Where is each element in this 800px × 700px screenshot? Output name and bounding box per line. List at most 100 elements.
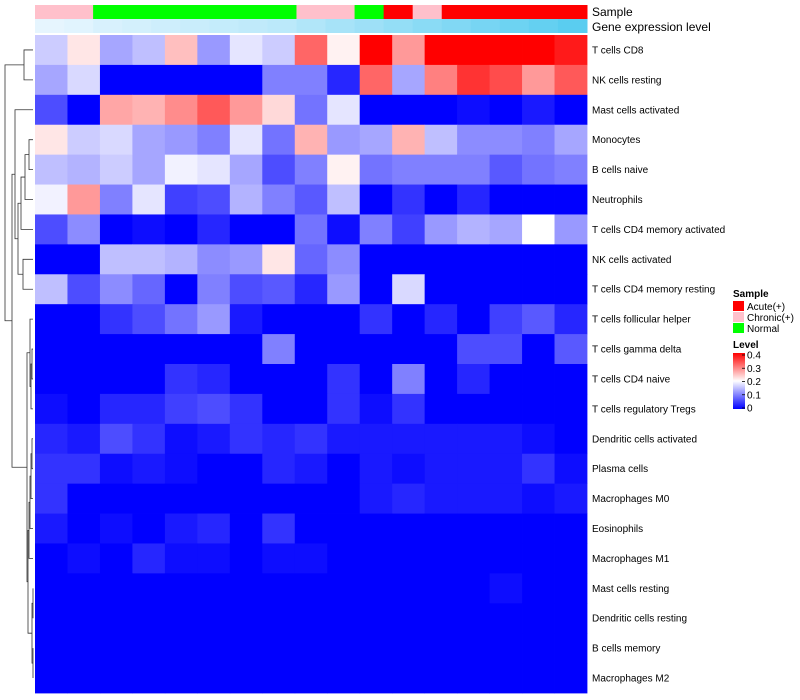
heatmap-cell <box>229 214 263 245</box>
heatmap-cell <box>294 663 328 694</box>
heatmap-cell <box>99 274 133 305</box>
heatmap-cell <box>359 214 393 245</box>
heatmap-cell <box>359 573 393 604</box>
heatmap-cell <box>99 453 133 485</box>
heatmap-cell <box>229 184 263 215</box>
heatmap-cell <box>164 513 198 544</box>
heatmap-cell <box>359 453 393 485</box>
heatmap-cell <box>392 334 426 365</box>
heatmap-cell <box>392 64 426 96</box>
heatmap-cell <box>164 334 198 365</box>
heatmap-cell <box>197 423 231 455</box>
expression-annotation-cell <box>528 19 559 33</box>
heatmap-cell <box>164 214 198 245</box>
heatmap-cell <box>99 304 133 335</box>
heatmap-cell <box>197 603 231 634</box>
heatmap-cell <box>424 393 458 425</box>
heatmap-cell <box>424 184 458 215</box>
heatmap-cell <box>327 334 361 365</box>
heatmap-cell <box>67 483 101 514</box>
heatmap-cell <box>197 244 231 275</box>
heatmap-cell <box>327 364 361 395</box>
heatmap-cell <box>229 124 263 156</box>
row-label: NK cells resting <box>592 75 661 86</box>
heatmap-cell <box>229 154 263 185</box>
heatmap-cell <box>392 304 426 335</box>
heatmap-cell <box>99 94 133 126</box>
heatmap-cell <box>424 603 458 634</box>
heatmap-cell <box>489 393 523 425</box>
row-label: Monocytes <box>592 135 640 146</box>
heatmap-cell <box>424 364 458 395</box>
legend-sample-title: Sample <box>733 289 769 300</box>
legend-level-title: Level <box>733 340 759 351</box>
heatmap-cell <box>67 274 101 305</box>
heatmap-cell <box>554 184 588 215</box>
heatmap-cell <box>67 633 101 664</box>
heatmap-cell <box>522 244 555 275</box>
heatmap-cell <box>262 124 296 156</box>
heatmap-cell <box>99 573 133 604</box>
dendrogram-branch <box>23 49 33 81</box>
sample-annotation-cell <box>151 5 181 19</box>
heatmap-cell <box>294 393 328 425</box>
sample-annotation-cell <box>93 5 123 19</box>
heatmap-cell <box>392 35 426 66</box>
heatmap-cell <box>457 124 490 156</box>
dendrogram-branch <box>22 258 33 290</box>
heatmap-cell <box>294 304 328 335</box>
heatmap-cell <box>392 483 426 514</box>
sample-annotation-cell <box>180 5 210 19</box>
heatmap-cell <box>424 334 458 365</box>
legend-tick-label: 0.4 <box>747 351 761 362</box>
heatmap-cell <box>522 184 555 215</box>
heatmap-cell <box>99 154 133 185</box>
expression-track-label: Gene expression level <box>592 20 711 34</box>
row-dendrogram <box>4 49 34 679</box>
heatmap-cell <box>197 35 231 66</box>
heatmap-cell <box>424 663 458 694</box>
heatmap-cell <box>35 423 68 455</box>
heatmap-cell <box>164 483 198 514</box>
heatmap-cell <box>294 64 328 96</box>
heatmap-cell <box>359 184 393 215</box>
sample-annotation-cell <box>354 5 385 19</box>
heatmap-cell <box>35 274 68 305</box>
heatmap-cell <box>327 603 361 634</box>
heatmap-cell <box>554 513 588 544</box>
heatmap-cell <box>99 423 133 455</box>
heatmap-cell <box>522 483 555 514</box>
heatmap-cell <box>132 334 166 365</box>
heatmap-cell <box>164 663 198 694</box>
heatmap-cell <box>99 244 133 275</box>
sample-annotation-cell <box>238 5 268 19</box>
heatmap-cell <box>554 364 588 395</box>
heatmap-cell <box>392 513 426 544</box>
legend-swatch <box>733 312 744 322</box>
heatmap-cell <box>67 453 101 485</box>
heatmap-cell <box>294 483 328 514</box>
heatmap-cell <box>35 453 68 485</box>
heatmap-cell <box>392 124 426 156</box>
heatmap-cell <box>522 274 555 305</box>
dendrogram-branch <box>17 202 23 275</box>
heatmap-cell <box>294 214 328 245</box>
heatmap-cell <box>262 633 296 664</box>
heatmap-cell <box>359 393 393 425</box>
row-label: B cells memory <box>592 644 660 655</box>
heatmap-cell <box>294 603 328 634</box>
expression-annotation-cell <box>470 19 501 33</box>
heatmap-cell <box>164 453 198 485</box>
heatmap-cell <box>554 64 588 96</box>
heatmap-cell <box>262 393 296 425</box>
heatmap-cell <box>35 244 68 275</box>
heatmap-cell <box>197 184 231 215</box>
heatmap-cell <box>164 573 198 604</box>
heatmap-cell <box>327 543 361 574</box>
heatmap-cell <box>262 543 296 574</box>
heatmap-cell <box>164 94 198 126</box>
heatmap-cell <box>164 543 198 574</box>
heatmap-cell <box>457 334 490 365</box>
expression-annotation-cell <box>383 19 414 33</box>
heatmap-cell <box>132 124 166 156</box>
